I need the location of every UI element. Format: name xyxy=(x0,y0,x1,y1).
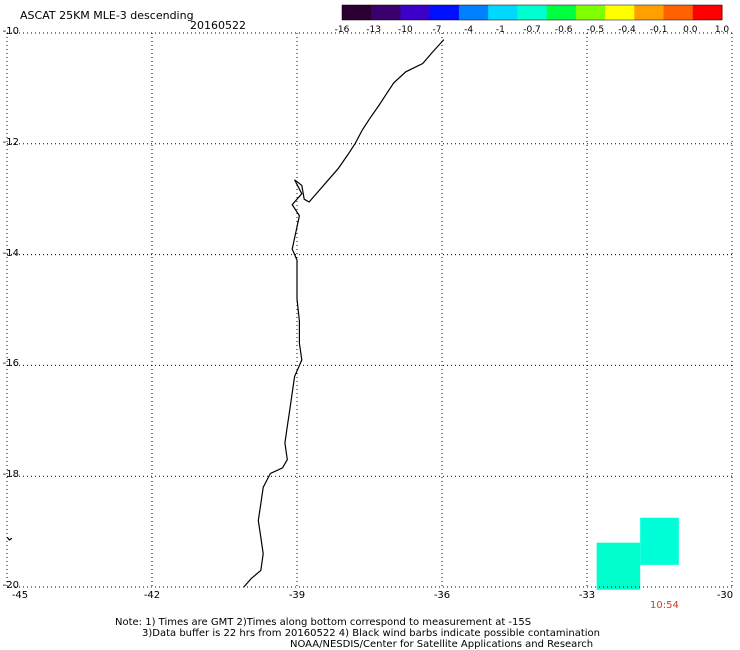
colorbar-tick-label: -7 xyxy=(432,25,442,35)
colorbar-tick-label: -0.1 xyxy=(649,25,668,35)
colorbar-frame xyxy=(341,4,723,21)
data-cell xyxy=(640,517,679,565)
lon-tick-label: -33 xyxy=(578,590,596,601)
colorbar-tick-label: -0.7 xyxy=(523,25,541,35)
colorbar-segment xyxy=(488,5,518,20)
chart-title: ASCAT 25KM MLE-3 descending xyxy=(20,9,194,22)
colorbar-tick-label: 0.0 xyxy=(683,25,698,35)
colorbar-segment xyxy=(692,5,723,20)
colorbar-segment xyxy=(458,5,489,20)
colorbar-tick-label: -16 xyxy=(334,25,350,35)
lon-tick-label: -39 xyxy=(288,590,306,601)
note-line-2: 3)Data buffer is 22 hrs from 20160522 4)… xyxy=(142,628,600,639)
lat-tick-label: -12 xyxy=(2,136,19,148)
lon-tick-label: -30 xyxy=(716,590,734,601)
colorbar-segment xyxy=(546,5,577,20)
colorbar-segment xyxy=(605,5,635,20)
coastline xyxy=(243,39,445,588)
lat-tick-label: -18 xyxy=(2,469,19,481)
colorbar-segment xyxy=(517,5,548,20)
chart-date: 20160522 xyxy=(190,19,246,32)
colorbar-tick-label: -0.6 xyxy=(554,25,573,35)
lat-tick-label: -16 xyxy=(2,358,19,370)
lon-tick-label: -45 xyxy=(11,590,29,601)
lat-tick-label: -10 xyxy=(2,26,19,37)
colorbar-segment xyxy=(342,5,372,20)
lon-tick-label: -42 xyxy=(143,590,161,601)
colorbar-segment xyxy=(634,5,665,20)
colorbar-segment xyxy=(575,5,606,20)
note-line-1: Note: 1) Times are GMT 2)Times along bot… xyxy=(115,617,532,628)
colorbar-segment xyxy=(371,5,401,20)
island xyxy=(6,536,13,541)
colorbar-segment xyxy=(429,5,460,20)
colorbar-tick-label: -0.5 xyxy=(586,25,605,35)
colorbar-tick-label: 1.0 xyxy=(714,25,730,35)
colorbar-tick-label: -1 xyxy=(495,25,505,35)
colorbar-segment xyxy=(400,5,431,20)
colorbar-tick-label: -4 xyxy=(464,25,474,35)
lat-tick-label: -20 xyxy=(2,580,19,591)
colorbar-tick-label: -13 xyxy=(366,25,381,35)
colorbar-segment xyxy=(663,5,694,20)
lat-tick-label: -14 xyxy=(2,247,19,259)
data-cell xyxy=(596,542,641,590)
colorbar-tick-label: -0.4 xyxy=(618,25,636,35)
note-line-3: NOAA/NESDIS/Center for Satellite Applica… xyxy=(290,639,594,650)
time-label: 10:54 xyxy=(650,600,679,611)
colorbar-tick-label: -10 xyxy=(397,25,413,35)
lon-tick-label: -36 xyxy=(433,590,451,601)
